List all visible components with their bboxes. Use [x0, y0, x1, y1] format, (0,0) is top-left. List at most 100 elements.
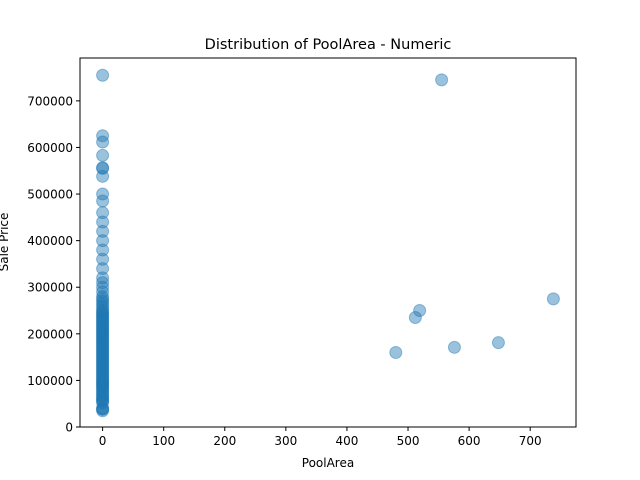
scatter-point	[96, 234, 110, 248]
scatter-point	[96, 396, 110, 410]
x-tick-label: 300	[274, 434, 297, 448]
y-tick-label: 200000	[27, 327, 73, 341]
scatter-point	[96, 305, 110, 319]
scatter-point	[96, 316, 110, 330]
scatter-point	[96, 383, 110, 397]
scatter-point	[96, 376, 110, 390]
scatter-point	[96, 344, 110, 358]
scatter-point	[96, 338, 110, 352]
scatter-point	[96, 336, 110, 350]
scatter-point	[96, 378, 110, 392]
scatter-point	[96, 311, 110, 325]
y-tick-label: 300000	[27, 281, 73, 295]
chart-title: Distribution of PoolArea - Numeric	[205, 37, 452, 53]
scatter-point	[546, 292, 560, 306]
scatter-point	[96, 68, 110, 82]
x-tick-label: 0	[99, 434, 107, 448]
scatter-point	[435, 73, 449, 87]
x-tick-label: 200	[213, 434, 236, 448]
scatter-point	[96, 391, 110, 405]
scatter-point	[96, 294, 110, 308]
x-axis: 0 100 200 300 400 500 600 700	[99, 427, 542, 448]
y-axis-label: Sale Price	[0, 213, 11, 272]
scatter-point	[96, 161, 110, 175]
scatter-point	[96, 345, 110, 359]
scatter-point	[96, 334, 110, 348]
scatter-point	[96, 318, 110, 331]
scatter-point	[408, 311, 422, 325]
scatter-point	[389, 345, 403, 359]
scatter-point	[96, 313, 110, 327]
y-tick-label: 600000	[27, 141, 73, 155]
y-tick-label: 100000	[27, 374, 73, 388]
scatter-point	[96, 374, 110, 388]
plot-frame	[79, 57, 577, 428]
scatter-point	[96, 362, 110, 376]
scatter-point	[96, 304, 110, 318]
scatter-point	[96, 329, 110, 343]
x-tick-label: 100	[152, 434, 175, 448]
scatter-point	[96, 215, 110, 229]
scatter-point	[96, 206, 110, 220]
scatter-point	[96, 315, 110, 329]
scatter-point	[96, 306, 110, 320]
scatter-point	[96, 394, 110, 408]
scatter-point	[96, 327, 110, 341]
scatter-point	[96, 404, 110, 418]
scatter-point	[96, 323, 110, 337]
scatter-point	[96, 365, 110, 379]
scatter-point	[96, 319, 110, 333]
scatter-point	[96, 369, 110, 383]
scatter-point	[96, 290, 110, 304]
x-axis-label: PoolArea	[302, 456, 354, 470]
scatter-point	[96, 385, 110, 399]
scatter-point	[96, 299, 110, 313]
scatter-point	[96, 351, 110, 365]
scatter-point	[96, 224, 110, 238]
scatter-point	[96, 320, 110, 334]
scatter-point	[96, 355, 110, 369]
scatter-point	[96, 129, 110, 143]
scatter-point	[96, 393, 110, 407]
scatter-point	[96, 135, 110, 149]
scatter-point	[96, 401, 110, 415]
scatter-point	[413, 304, 427, 318]
scatter-point	[96, 312, 110, 326]
scatter-point	[96, 347, 110, 361]
y-axis: 0 100000 200000 300000 400000 500000 600000 700…	[27, 94, 80, 435]
scatter-point	[96, 366, 110, 380]
scatter-point	[96, 361, 110, 375]
scatter-point	[96, 276, 110, 290]
x-tick-label: 700	[519, 434, 542, 448]
scatter-point	[96, 308, 110, 322]
y-tick-label: 400000	[27, 234, 73, 248]
scatter-point	[96, 309, 110, 323]
scatter-point	[96, 382, 110, 396]
scatter-point	[96, 297, 110, 311]
scatter-point	[96, 292, 110, 306]
scatter-point	[96, 402, 110, 416]
scatter-point	[96, 368, 110, 382]
scatter-point	[96, 388, 110, 402]
scatter-point	[96, 373, 110, 387]
scatter-point	[96, 341, 110, 355]
scatter-point	[96, 285, 110, 299]
scatter-point	[96, 379, 110, 393]
y-tick-label: 700000	[27, 94, 73, 108]
scatter-point	[96, 331, 110, 345]
scatter-point	[96, 194, 110, 208]
scatter-point	[96, 377, 110, 391]
scatter-point	[96, 359, 110, 373]
scatter-point	[96, 380, 110, 394]
scatter-point	[447, 340, 461, 354]
scatter-point	[96, 252, 110, 266]
scatter-point	[96, 371, 110, 385]
data-points	[96, 68, 560, 418]
scatter-point	[96, 326, 110, 340]
scatter-point	[96, 169, 110, 183]
x-tick-label: 600	[458, 434, 481, 448]
x-tick-label: 400	[335, 434, 358, 448]
scatter-point	[96, 243, 110, 257]
scatter-point	[96, 161, 110, 175]
